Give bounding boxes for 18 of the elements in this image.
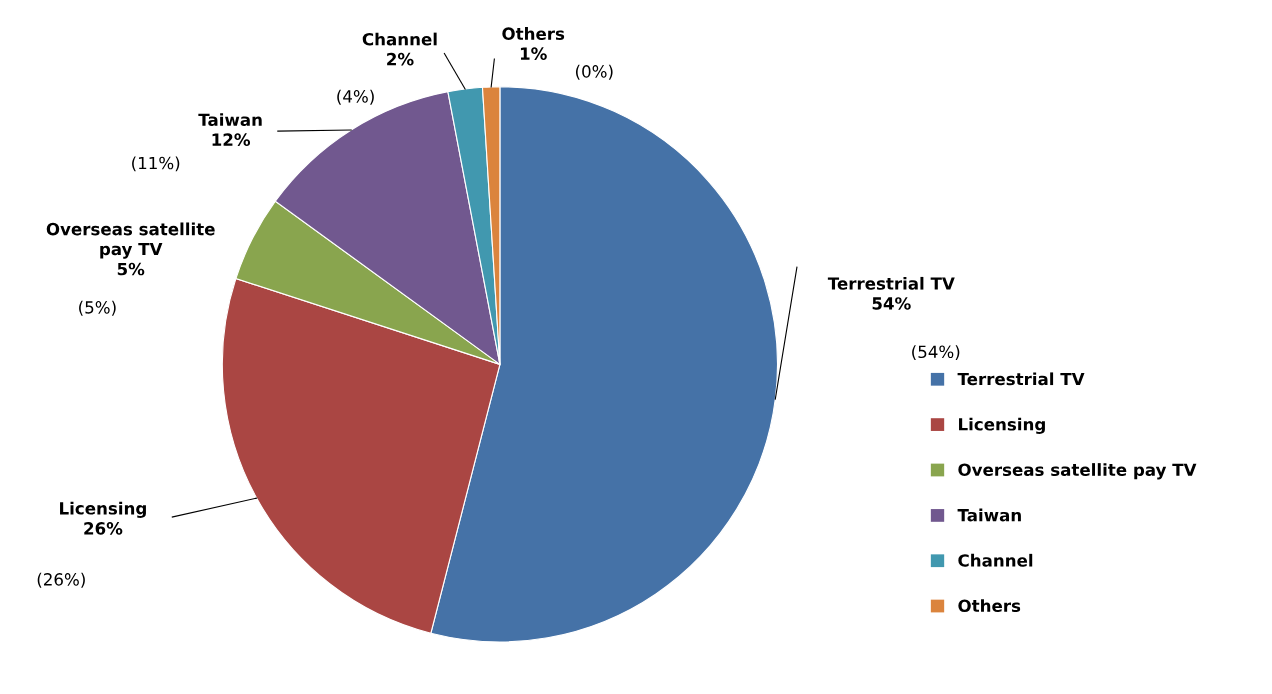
text: (26%) bbox=[37, 572, 85, 588]
data-label: Channel 2% bbox=[362, 32, 437, 66]
legend-label: Terrestrial TV bbox=[957, 372, 1085, 386]
data-label: Others 1% bbox=[502, 27, 565, 60]
data-label: Overseas satellite pay TV 5% bbox=[46, 222, 215, 276]
legend-label: Others bbox=[958, 599, 1021, 613]
legend-label: Licensing bbox=[959, 417, 1045, 434]
text: (0%) bbox=[575, 64, 613, 80]
data-label: Terrestrial TV 54% bbox=[827, 276, 955, 310]
legend-label: Channel bbox=[958, 553, 1033, 567]
legend-label: Taiwan bbox=[957, 508, 1021, 522]
legend-label: Overseas satellite pay TV bbox=[958, 463, 1197, 480]
text: (11%) bbox=[132, 156, 180, 172]
text: (54%) bbox=[912, 345, 960, 361]
data-label: Taiwan 12% bbox=[198, 113, 262, 146]
text: (4%) bbox=[337, 89, 374, 105]
text: (5%) bbox=[79, 300, 116, 316]
data-label: Licensing 26% bbox=[60, 501, 146, 535]
